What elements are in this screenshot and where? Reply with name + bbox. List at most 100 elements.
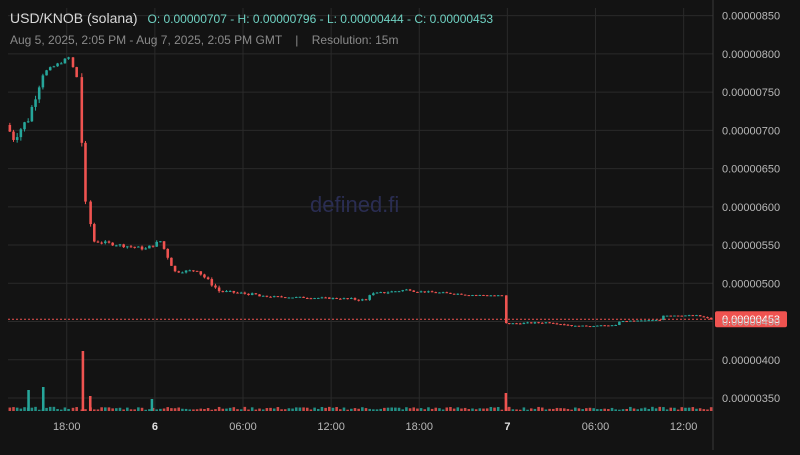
volume-bar [144, 409, 147, 411]
candle-body [247, 293, 250, 296]
volume-bar [368, 408, 371, 411]
candle-body [265, 295, 269, 297]
volume-bar [438, 408, 441, 411]
volume-bar [647, 408, 651, 411]
volume-bar [12, 407, 15, 411]
resolution-label: Resolution: 15m [311, 33, 399, 47]
volume-bar [221, 408, 225, 411]
candle-body [632, 320, 636, 322]
volume-bar [159, 408, 162, 411]
volume-bar [115, 408, 118, 411]
chart-title: USD/KNOB (solana) O: 0.00000707 - H: 0.0… [10, 10, 493, 26]
volume-bar [162, 408, 166, 411]
volume-bar [122, 409, 125, 411]
volume-bar [84, 409, 87, 411]
candle-body [463, 294, 467, 296]
volume-bar [214, 409, 217, 411]
candle-body [37, 87, 41, 100]
volume-bar [629, 406, 632, 411]
volume-bar [133, 409, 136, 411]
candle-body [15, 137, 19, 140]
volume-bar [56, 409, 59, 411]
y-tick-label: 0.00000350 [722, 393, 780, 405]
volume-bar [574, 407, 577, 411]
candle-body [511, 323, 515, 325]
candle-body [673, 315, 676, 317]
x-tick-label: 12:00 [670, 421, 698, 433]
volume-bar [335, 407, 338, 411]
volume-bar [210, 409, 214, 411]
candle-body [427, 291, 430, 293]
candle-body [188, 270, 192, 272]
candle-body [137, 246, 140, 248]
grid [8, 8, 713, 411]
candle-body [346, 298, 349, 300]
volume-bar [662, 407, 665, 411]
candle-body [555, 323, 559, 325]
candle-body [709, 317, 713, 320]
volume-bar [150, 399, 154, 411]
candle-body [133, 246, 136, 248]
watermark-logo: defined.fi [310, 192, 400, 217]
volume-bar [48, 406, 52, 411]
candle-body [419, 291, 423, 293]
y-tick-label: 0.00000550 [722, 240, 780, 252]
volume-bar [537, 406, 540, 411]
volume-bar [691, 407, 695, 411]
volume-bar [236, 409, 239, 411]
volume-bar [548, 408, 551, 411]
volume-bar [511, 409, 515, 411]
candle-body [129, 246, 133, 248]
candle-body [199, 271, 203, 275]
volume-bar [702, 409, 706, 411]
candle-body [676, 315, 680, 317]
candle-body [507, 323, 511, 325]
candle-body [217, 287, 221, 292]
y-tick-label: 0.00000500 [722, 278, 780, 290]
candle-body [662, 315, 665, 321]
candle-body [93, 224, 96, 242]
candle-body [140, 246, 144, 250]
y-tick-label: 0.00000750 [722, 87, 780, 99]
volume-bar [34, 406, 37, 411]
candle-body [460, 293, 463, 295]
volume-bar [287, 408, 291, 411]
candle-body [71, 57, 75, 68]
volume-bar [559, 408, 562, 411]
candle-body [441, 292, 445, 294]
candle-body [390, 291, 393, 293]
candle-body [665, 315, 669, 317]
candle-body [702, 316, 706, 318]
candles [8, 56, 713, 328]
volume-bar [328, 406, 331, 411]
volume-bar [19, 408, 23, 411]
candle-body [687, 315, 691, 317]
candle-body [478, 294, 482, 296]
volume-bar [232, 407, 236, 411]
candle-body [313, 298, 316, 300]
volume-bar [610, 407, 614, 411]
y-tick-label: 0.00000600 [722, 202, 780, 214]
volume-bar [305, 407, 309, 411]
volume-bar [467, 409, 471, 411]
volume-bar [126, 407, 129, 411]
volume-bar [504, 393, 508, 411]
candle-body [474, 295, 478, 297]
volume-bar [434, 407, 438, 411]
candle-body [522, 322, 526, 325]
volume-bar [93, 409, 96, 411]
date-range: Aug 5, 2025, 2:05 PM - Aug 7, 2025, 2:05… [10, 33, 282, 47]
volume-bar [412, 407, 416, 411]
candle-body [342, 298, 346, 300]
candle-body [287, 297, 291, 299]
candle-body [372, 293, 375, 296]
volume-bar [67, 408, 70, 411]
volume-bar [518, 409, 522, 411]
candle-body [52, 66, 56, 68]
volume-bar [111, 408, 114, 411]
volume-bar [269, 407, 272, 411]
volume-bar [140, 407, 144, 411]
candle-body [467, 295, 471, 297]
candle-body [496, 295, 500, 297]
